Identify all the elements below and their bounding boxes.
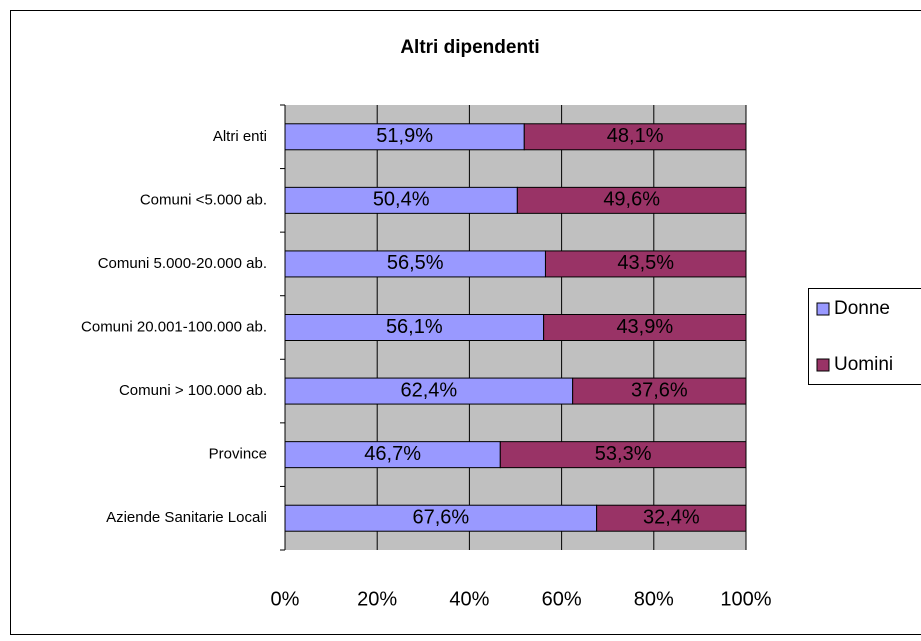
x-tick-label: 20% xyxy=(357,588,397,610)
x-tick-label: 100% xyxy=(720,588,771,610)
legend-swatch xyxy=(816,302,830,316)
x-tick-label: 40% xyxy=(449,588,489,610)
data-label: 46,7% xyxy=(364,443,421,465)
y-tick-label: Altri enti xyxy=(213,128,267,145)
data-label: 62,4% xyxy=(400,379,457,401)
bar-segment xyxy=(516,186,747,214)
y-tick-label: Province xyxy=(209,446,267,463)
bar-segment xyxy=(284,314,545,341)
legend-label: Uomini xyxy=(834,354,893,375)
bar-segment xyxy=(523,123,747,151)
data-label: 67,6% xyxy=(412,506,469,528)
data-label: 56,5% xyxy=(387,252,444,274)
y-tick-label: Comuni 20.001-100.000 ab. xyxy=(81,318,267,335)
data-label: 37,6% xyxy=(631,379,688,401)
y-tick-label: Aziende Sanitarie Locali xyxy=(106,509,267,526)
y-tick-label: Comuni 5.000-20.000 ab. xyxy=(98,255,267,272)
bar-segment xyxy=(284,186,518,214)
legend-label: Donne xyxy=(834,298,890,319)
legend-swatch xyxy=(816,358,830,372)
x-tick-label: 0% xyxy=(271,588,300,610)
x-tick-label: 80% xyxy=(634,588,674,610)
y-tick-label: Comuni <5.000 ab. xyxy=(140,191,267,208)
data-label: 53,3% xyxy=(595,443,652,465)
bar-segment xyxy=(499,441,747,469)
data-label: 43,9% xyxy=(616,316,673,338)
data-label: 51,9% xyxy=(376,125,433,147)
x-tick-label: 60% xyxy=(542,588,582,610)
data-label: 48,1% xyxy=(607,125,664,147)
bar-segment xyxy=(596,504,747,532)
bar-segment xyxy=(284,441,501,469)
bar-segment xyxy=(543,314,747,341)
data-label: 56,1% xyxy=(386,316,443,338)
data-label: 32,4% xyxy=(643,506,700,528)
y-tick-label: Comuni > 100.000 ab. xyxy=(119,382,267,399)
data-label: 50,4% xyxy=(373,189,430,211)
bar-segment xyxy=(544,250,747,278)
chart-title: Altri dipendenti xyxy=(400,37,539,58)
bar-segment xyxy=(284,123,525,151)
bar-segment xyxy=(572,377,747,405)
data-label: 43,5% xyxy=(617,252,674,274)
bar-segment xyxy=(284,504,598,532)
data-label: 49,6% xyxy=(603,189,660,211)
